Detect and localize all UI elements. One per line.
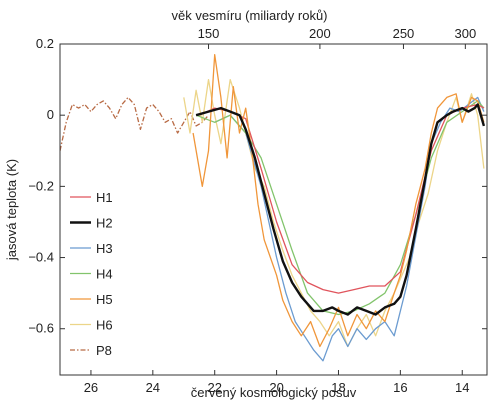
series-line-h1 <box>198 103 485 294</box>
top-axis-label: věk vesmíru (miliardy roků) <box>171 8 327 23</box>
legend-label-h1: H1 <box>96 190 113 205</box>
y-tick-label: 0.2 <box>36 36 54 51</box>
series-lines <box>60 54 486 362</box>
top-tick-label: 150 <box>198 26 220 41</box>
x-tick-label: 14 <box>455 380 469 395</box>
y-tick-label: −0.4 <box>28 250 54 265</box>
series-line-h5 <box>192 54 485 348</box>
x-tick-label: 16 <box>393 380 407 395</box>
series-line-h2 <box>195 103 486 316</box>
top-tick-label: 200 <box>309 26 331 41</box>
x-tick-label: 18 <box>331 380 345 395</box>
legend-label-p8: P8 <box>96 343 112 358</box>
x-tick-label: 20 <box>269 380 283 395</box>
y-tick-label: 0 <box>47 107 54 122</box>
x-tick-label: 22 <box>207 380 221 395</box>
tick-marks: 26 24 22 20 18 16 14 150 200 250 300 0.2 0 −0.2 −0.4 −0… <box>28 26 487 395</box>
y-axis-label: jasová teplota (K) <box>4 159 19 261</box>
plot-frame <box>59 43 488 376</box>
legend-label-h3: H3 <box>96 241 113 256</box>
legend-label-h4: H4 <box>96 267 113 282</box>
legend: H1 H2 H3 H4 H5 H6 P8 <box>70 190 113 358</box>
legend-label-h5: H5 <box>96 292 113 307</box>
x-axis-label: červený kosmologický posuv <box>191 385 357 400</box>
y-tick-label: −0.6 <box>28 321 54 336</box>
legend-label-h6: H6 <box>96 318 113 333</box>
y-tick-label: −0.2 <box>28 178 54 193</box>
top-tick-label: 300 <box>454 26 476 41</box>
legend-label-h2: H2 <box>96 216 113 231</box>
x-tick-label: 26 <box>84 380 98 395</box>
top-tick-label: 250 <box>393 26 415 41</box>
x-tick-label: 24 <box>146 380 160 395</box>
series-line-h6 <box>183 78 485 348</box>
series-line-p8 <box>60 96 209 151</box>
series-line-h3 <box>214 96 485 362</box>
